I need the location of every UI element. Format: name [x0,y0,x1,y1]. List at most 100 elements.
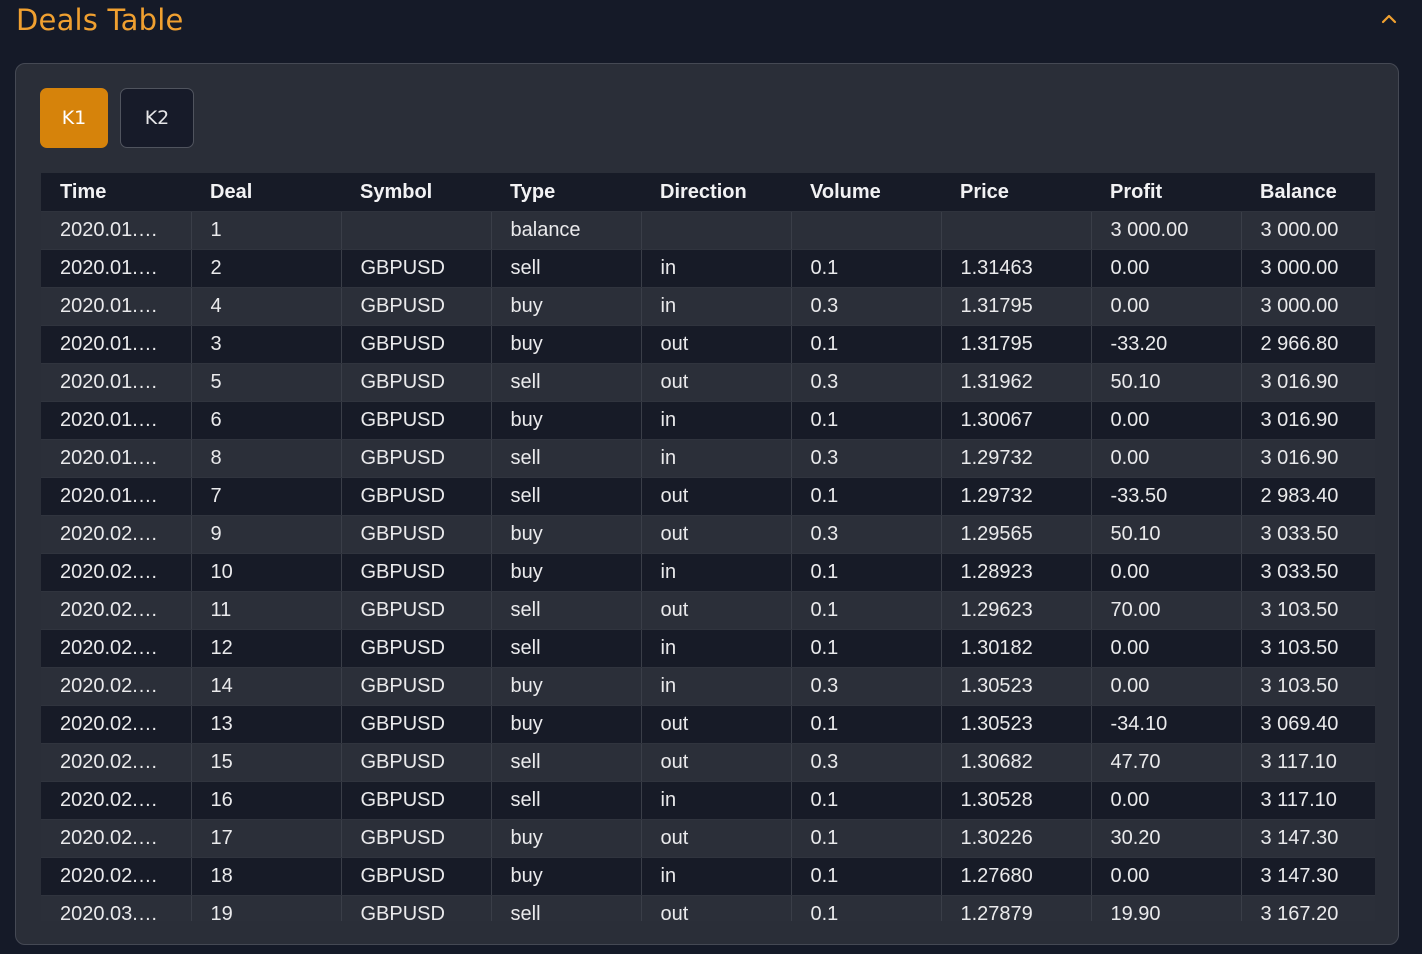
table-row[interactable]: 2020.02.… 16 GBPUSD sell in 0.1 1.30528 0.00 3 1… [41,781,1375,820]
cell-profit: 50.10 [1091,363,1242,402]
cell-price: 1.29732 [941,477,1092,516]
table-row[interactable]: 2020.01.… 4 GBPUSD buy in 0.3 1.31795 0.00 3 000… [41,287,1375,326]
cell-volume: 0.3 [791,515,942,554]
cell-profit: 0.00 [1091,553,1242,592]
cell-profit: -33.20 [1091,325,1242,364]
cell-balance: 3 147.30 [1241,819,1375,858]
cell-direction: in [641,249,792,288]
table-row[interactable]: 2020.02.… 12 GBPUSD sell in 0.1 1.30182 0.00 3 1… [41,629,1375,668]
cell-symbol: GBPUSD [341,857,492,896]
table-row[interactable]: 2020.03.… 19 GBPUSD sell out 0.1 1.27879 19.90 3… [41,895,1375,921]
cell-price: 1.29623 [941,591,1092,630]
cell-type: balance [491,211,642,250]
cell-direction: out [641,591,792,630]
cell-type: sell [491,249,642,288]
cell-time: 2020.02.… [41,667,192,706]
column-header-volume[interactable]: Volume [791,173,941,212]
cell-type: buy [491,857,642,896]
cell-symbol: GBPUSD [341,667,492,706]
table-row[interactable]: 2020.02.… 13 GBPUSD buy out 0.1 1.30523 -34.10 3… [41,705,1375,744]
cell-volume: 0.1 [791,629,942,668]
cell-type: sell [491,629,642,668]
table-row[interactable]: 2020.01.… 3 GBPUSD buy out 0.1 1.31795 -33.20 2 … [41,325,1375,364]
cell-type: sell [491,781,642,820]
cell-direction: in [641,287,792,326]
table-row[interactable]: 2020.02.… 10 GBPUSD buy in 0.1 1.28923 0.00 3 03… [41,553,1375,592]
column-header-deal[interactable]: Deal [191,173,341,212]
cell-price: 1.30523 [941,705,1092,744]
table-row[interactable]: 2020.02.… 14 GBPUSD buy in 0.3 1.30523 0.00 3 10… [41,667,1375,706]
cell-volume: 0.1 [791,857,942,896]
cell-profit: 0.00 [1091,249,1242,288]
cell-direction: out [641,743,792,782]
table-row[interactable]: 2020.02.… 11 GBPUSD sell out 0.1 1.29623 70.00 3… [41,591,1375,630]
cell-direction: in [641,629,792,668]
cell-volume: 0.1 [791,591,942,630]
cell-time: 2020.02.… [41,743,192,782]
column-header-symbol[interactable]: Symbol [341,173,491,212]
table-row[interactable]: 2020.01.… 1 balance 3 000.00 3 000.00 [41,211,1375,250]
cell-type: buy [491,667,642,706]
cell-time: 2020.01.… [41,287,192,326]
tab-k1[interactable]: K1 [40,88,108,148]
cell-balance: 3 167.20 [1241,895,1375,921]
cell-symbol: GBPUSD [341,819,492,858]
cell-balance: 3 016.90 [1241,363,1375,402]
table-row[interactable]: 2020.01.… 8 GBPUSD sell in 0.3 1.29732 0.00 3 01… [41,439,1375,478]
cell-price: 1.30067 [941,401,1092,440]
table-row[interactable]: 2020.02.… 15 GBPUSD sell out 0.3 1.30682 47.70 3… [41,743,1375,782]
cell-time: 2020.01.… [41,401,192,440]
cell-balance: 3 000.00 [1241,211,1375,250]
table-row[interactable]: 2020.02.… 9 GBPUSD buy out 0.3 1.29565 50.10 3 0… [41,515,1375,554]
column-header-direction[interactable]: Direction [641,173,791,212]
cell-time: 2020.02.… [41,515,192,554]
table-body: 2020.01.… 1 balance 3 000.00 3 000.00 2020.01… [41,211,1375,921]
cell-deal: 7 [191,477,342,516]
table-row[interactable]: 2020.01.… 6 GBPUSD buy in 0.1 1.30067 0.00 3 016… [41,401,1375,440]
cell-symbol: GBPUSD [341,515,492,554]
cell-volume: 0.1 [791,477,942,516]
cell-symbol: GBPUSD [341,895,492,921]
column-header-price[interactable]: Price [941,173,1091,212]
cell-price: 1.30182 [941,629,1092,668]
cell-balance: 3 117.10 [1241,743,1375,782]
column-header-balance[interactable]: Balance [1241,173,1375,212]
cell-balance: 3 016.90 [1241,439,1375,478]
tab-k2[interactable]: K2 [120,88,194,148]
cell-direction [641,211,792,250]
cell-balance: 3 069.40 [1241,705,1375,744]
deals-table-container[interactable]: Time Deal Symbol Type Direction Volume Price Pr… [41,173,1375,921]
cell-direction: in [641,781,792,820]
cell-deal: 15 [191,743,342,782]
table-row[interactable]: 2020.01.… 2 GBPUSD sell in 0.1 1.31463 0.00 3 00… [41,249,1375,288]
cell-symbol: GBPUSD [341,591,492,630]
cell-volume: 0.3 [791,287,942,326]
cell-deal: 4 [191,287,342,326]
cell-direction: in [641,401,792,440]
cell-time: 2020.02.… [41,857,192,896]
cell-volume: 0.3 [791,439,942,478]
cell-type: buy [491,401,642,440]
table-row[interactable]: 2020.01.… 7 GBPUSD sell out 0.1 1.29732 -33.50 2… [41,477,1375,516]
cell-deal: 14 [191,667,342,706]
cell-deal: 12 [191,629,342,668]
cell-volume: 0.3 [791,363,942,402]
cell-profit: 30.20 [1091,819,1242,858]
cell-profit: -34.10 [1091,705,1242,744]
cell-balance: 3 033.50 [1241,553,1375,592]
cell-price: 1.31962 [941,363,1092,402]
cell-symbol: GBPUSD [341,477,492,516]
cell-deal: 6 [191,401,342,440]
column-header-type[interactable]: Type [491,173,641,212]
cell-volume: 0.3 [791,743,942,782]
cell-price: 1.31795 [941,287,1092,326]
column-header-time[interactable]: Time [41,173,191,212]
table-row[interactable]: 2020.01.… 5 GBPUSD sell out 0.3 1.31962 50.10 3 … [41,363,1375,402]
column-header-profit[interactable]: Profit [1091,173,1241,212]
cell-deal: 16 [191,781,342,820]
cell-balance: 3 103.50 [1241,591,1375,630]
cell-profit: 70.00 [1091,591,1242,630]
table-row[interactable]: 2020.02.… 17 GBPUSD buy out 0.1 1.30226 30.20 3 … [41,819,1375,858]
collapse-button[interactable] [1376,6,1402,32]
table-row[interactable]: 2020.02.… 18 GBPUSD buy in 0.1 1.27680 0.00 3 14… [41,857,1375,896]
